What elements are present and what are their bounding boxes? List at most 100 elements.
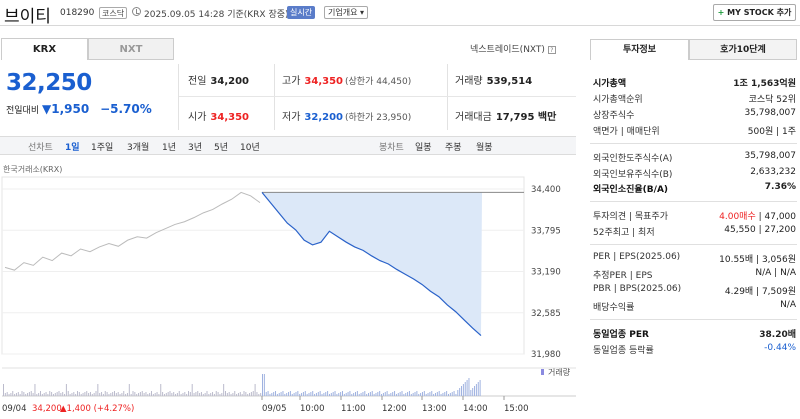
volume-bar xyxy=(245,392,247,396)
volume-bar xyxy=(315,393,317,396)
period-3y[interactable]: 3년 xyxy=(188,143,203,153)
chart-toolbar: 선차트 1일 1주일 3개월 1년 3년 5년 10년 봉차트 일봉 주봉 월봉 xyxy=(0,136,576,155)
nxt-link[interactable]: 넥스트레이드(NXT) ? xyxy=(470,42,556,55)
volume-bar xyxy=(236,394,238,396)
volume-bar xyxy=(21,391,23,396)
volume-bar xyxy=(438,391,440,396)
price-chart[interactable]: 34,400 33,795 33,190 32,585 31,980 09/05 10:0… xyxy=(0,175,576,419)
volume-bar xyxy=(239,392,241,396)
volume-bar xyxy=(451,392,453,396)
tab-investment-info[interactable]: 투자정보 xyxy=(590,39,689,60)
volume-bar xyxy=(446,391,448,396)
change-label: 전일대비 xyxy=(6,106,40,116)
volume-bar xyxy=(132,391,134,396)
today-price-line xyxy=(261,192,482,337)
volume-bar xyxy=(10,393,12,396)
volume-bar xyxy=(256,392,258,396)
volume-bar xyxy=(80,394,82,396)
volume-bar xyxy=(269,394,271,396)
shares-row: 상장주식수 35,798,007 xyxy=(593,108,796,121)
y-tick-label: 34,400 xyxy=(531,185,561,195)
volume-bar xyxy=(278,393,280,396)
change-value: ▼1,950 xyxy=(42,102,90,116)
volume-bar xyxy=(56,392,58,396)
period-5y[interactable]: 5년 xyxy=(214,143,229,153)
volume-bar xyxy=(230,394,232,396)
volume-bar xyxy=(390,393,392,396)
volume-bar xyxy=(173,392,175,396)
volume-bar xyxy=(375,393,377,396)
period-1w[interactable]: 1주일 xyxy=(91,143,114,153)
volume-bar xyxy=(334,391,336,396)
volume-bar xyxy=(373,394,375,396)
market-cap-row: 시가총액 1조 1,563억원 xyxy=(593,79,796,89)
volume-bar xyxy=(308,393,310,396)
volume-bar xyxy=(466,380,468,396)
volume-bar xyxy=(377,392,379,396)
volume-bar xyxy=(291,394,293,396)
volume-bar xyxy=(77,391,78,396)
period-10y[interactable]: 10년 xyxy=(240,143,260,153)
volume-bar xyxy=(349,391,351,396)
industry-per-row: 동일업종 PER 38.20배 xyxy=(593,330,796,340)
period-1d[interactable]: 1일 xyxy=(65,143,80,153)
volume-bar xyxy=(434,393,436,396)
volume-bar xyxy=(310,392,312,396)
volume-bar xyxy=(47,394,49,396)
tab-nxt[interactable]: NXT xyxy=(88,38,174,60)
volume-bar xyxy=(117,392,119,396)
volume-bar xyxy=(38,393,40,396)
volume-bar xyxy=(106,392,108,396)
volume-bar xyxy=(112,392,114,396)
volume-bar xyxy=(43,393,45,396)
volume-bar xyxy=(93,393,95,396)
volume-bar xyxy=(410,394,412,396)
volume-bar xyxy=(429,392,431,396)
volume-bar xyxy=(314,394,316,396)
volume-bar xyxy=(412,393,414,396)
line-chart-label[interactable]: 선차트 xyxy=(28,143,53,153)
volume-bar xyxy=(165,393,167,396)
candle-monthly[interactable]: 월봉 xyxy=(476,143,493,153)
volume-bar xyxy=(178,391,180,396)
volume-bar xyxy=(208,394,210,396)
volume-bar xyxy=(293,393,295,396)
company-overview-dropdown[interactable]: 기업개요 ▾ xyxy=(324,6,369,19)
volume-bar xyxy=(397,393,399,396)
x-tick-label: 12:00 xyxy=(382,404,407,414)
foreign-limit-row: 외국인한도주식수(A) 35,798,007 xyxy=(593,151,796,164)
period-1y[interactable]: 1년 xyxy=(162,143,177,153)
tab-hoga10[interactable]: 호가10단계 xyxy=(689,39,797,60)
volume-bar xyxy=(32,393,34,396)
cap-rank-row: 시가총액순위 코스닥 52위 xyxy=(593,95,796,105)
candle-weekly[interactable]: 주봉 xyxy=(445,143,462,153)
volume-bar xyxy=(421,392,423,396)
volume-bar xyxy=(12,391,14,396)
volume-bar xyxy=(8,394,10,396)
candle-daily[interactable]: 일봉 xyxy=(415,143,432,153)
volume-bar xyxy=(99,393,101,396)
help-icon[interactable]: ? xyxy=(547,45,556,54)
y-tick-label: 32,585 xyxy=(531,309,561,319)
volume-legend-label: 거래량 xyxy=(548,367,571,377)
x-tick-label: 09/05 xyxy=(262,404,287,414)
candle-chart-label[interactable]: 봉차트 xyxy=(379,143,404,153)
volume-bar xyxy=(84,392,86,396)
realtime-button[interactable]: 실시간 xyxy=(287,6,316,19)
foreign-hold-row: 외국인보유주식수(B) 2,633,232 xyxy=(593,167,796,180)
volume-bar xyxy=(237,393,239,396)
period-3m[interactable]: 3개월 xyxy=(127,143,150,153)
day-low: 저가 32,200 (하한가 23,950) xyxy=(282,112,412,123)
volume-bar xyxy=(58,391,60,396)
day-high: 고가 34,350 (상한가 44,450) xyxy=(282,76,412,87)
volume-bar xyxy=(73,392,75,396)
tab-krx[interactable]: KRX xyxy=(1,38,88,60)
trading-amount: 거래대금 17,795 백만 xyxy=(455,112,557,123)
volume-bar xyxy=(273,392,275,396)
volume-bar xyxy=(158,394,160,396)
volume-bar xyxy=(152,394,154,396)
volume-bar xyxy=(232,393,234,396)
volume-bar xyxy=(186,394,188,396)
add-mystock-button[interactable]: + MY STOCK 추가 xyxy=(713,4,796,21)
volume-bar xyxy=(6,392,8,396)
